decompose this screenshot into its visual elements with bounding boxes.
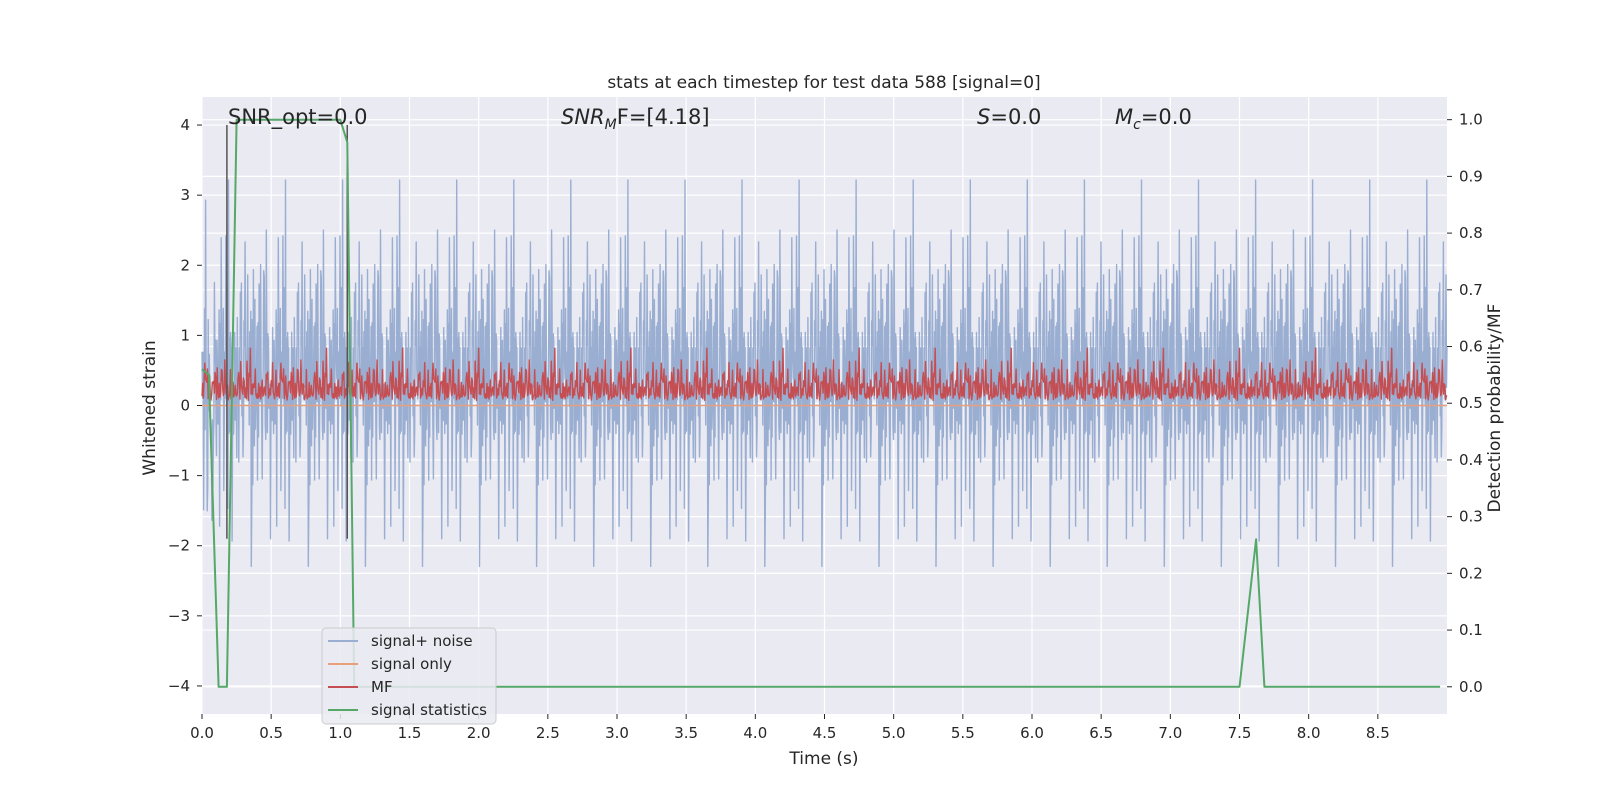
x-tick-label: 6.5 (1089, 724, 1113, 742)
annotation-mc-sub: c (1133, 117, 1141, 133)
y-tick-label: −1 (168, 467, 190, 485)
x-tick-label: 5.5 (951, 724, 975, 742)
x-tick-label: 2.5 (536, 724, 560, 742)
y-tick-label: 0 (180, 397, 190, 415)
annotation-snr-mf-sub: M (605, 117, 617, 133)
legend-box (321, 627, 497, 725)
y2-axis-ticks: 1.0 0.9 0.8 0.7 0.6 0.5 0.4 0.3 0.2 0.1 0.0 (1447, 111, 1483, 696)
y2-tick-label: 0.2 (1459, 564, 1483, 582)
annotation-snr-opt: SNR_opt=0.0 (228, 105, 368, 130)
y-axis-ticks: 4 3 2 1 0 −1 −2 −3 −4 (168, 116, 202, 695)
x-tick-label: 6.0 (1020, 724, 1044, 742)
y2-tick-label: 0.7 (1459, 281, 1483, 299)
legend-label-signal-statistics: signal statistics (371, 701, 487, 719)
x-tick-label: 0.0 (190, 724, 214, 742)
x-tick-label: 5.0 (882, 724, 906, 742)
y2-tick-label: 0.6 (1459, 338, 1483, 356)
chart-title: stats at each timestep for test data 588… (607, 73, 1040, 93)
annotation-snr-mf: SNRMF=[4.18] (561, 105, 710, 133)
x-tick-label: 7.5 (1228, 724, 1252, 742)
y-tick-label: 4 (180, 116, 190, 134)
legend-label-signal-noise: signal+ noise (371, 632, 473, 650)
series-mf (201, 347, 1448, 401)
annotation-mc: Mc=0.0 (1115, 105, 1192, 133)
y-tick-label: −2 (168, 537, 190, 555)
y2-tick-label: 0.1 (1459, 621, 1483, 639)
y2-tick-label: 1.0 (1459, 111, 1483, 129)
y2-tick-label: 0.0 (1459, 678, 1483, 696)
annotation-mc-main: M (1115, 105, 1133, 129)
annotation-s-main: S (977, 105, 990, 129)
x-tick-label: 3.0 (605, 724, 629, 742)
y-tick-label: −3 (168, 607, 190, 625)
series-line-signal-statistics (201, 118, 1441, 688)
y2-tick-label: 0.9 (1459, 167, 1483, 185)
y-tick-label: −4 (168, 677, 190, 695)
x-tick-label: 8.0 (1297, 724, 1321, 742)
x-tick-label: 3.5 (674, 724, 698, 742)
y-tick-label: 3 (180, 186, 190, 204)
x-axis-label: Time (s) (788, 749, 858, 769)
x-tick-label: 7.0 (1158, 724, 1182, 742)
x-tick-label: 2.0 (467, 724, 491, 742)
y2-tick-label: 0.4 (1459, 451, 1483, 469)
x-tick-label: 8.5 (1366, 724, 1390, 742)
annotation-snr-mf-main: SNR (561, 105, 605, 129)
series-line-mf (201, 347, 1448, 401)
x-axis-ticks: 0.0 0.5 1.0 1.5 2.0 2.5 3.0 3.5 4.0 4.5 5.0 5.5 6.0 6… (190, 714, 1390, 742)
annotation-s-rest: =0.0 (990, 105, 1041, 129)
y-tick-label: 1 (180, 326, 190, 344)
x-tick-label: 0.5 (259, 724, 283, 742)
y2-axis-label: Detection probability/MF (1485, 304, 1505, 513)
x-tick-label: 4.0 (743, 724, 767, 742)
y2-tick-label: 0.8 (1459, 224, 1483, 242)
y2-tick-label: 0.3 (1459, 508, 1483, 526)
annotation-s: S=0.0 (977, 105, 1041, 129)
annotation-mc-rest: =0.0 (1141, 105, 1192, 129)
x-tick-label: 4.5 (813, 724, 837, 742)
x-tick-label: 1.0 (328, 724, 352, 742)
y2-tick-label: 0.5 (1459, 394, 1483, 412)
legend-label-signal-only: signal only (371, 655, 452, 673)
x-tick-label: 1.5 (398, 724, 422, 742)
series-signal-statistics (201, 118, 1441, 688)
legend: signal+ noise signal only MF signal stat… (321, 627, 497, 725)
y-axis-label: Whitened strain (140, 340, 160, 475)
annotation-snr-mf-rest: F=[4.18] (617, 105, 710, 129)
y-tick-label: 2 (180, 256, 190, 274)
legend-label-mf: MF (371, 678, 393, 696)
